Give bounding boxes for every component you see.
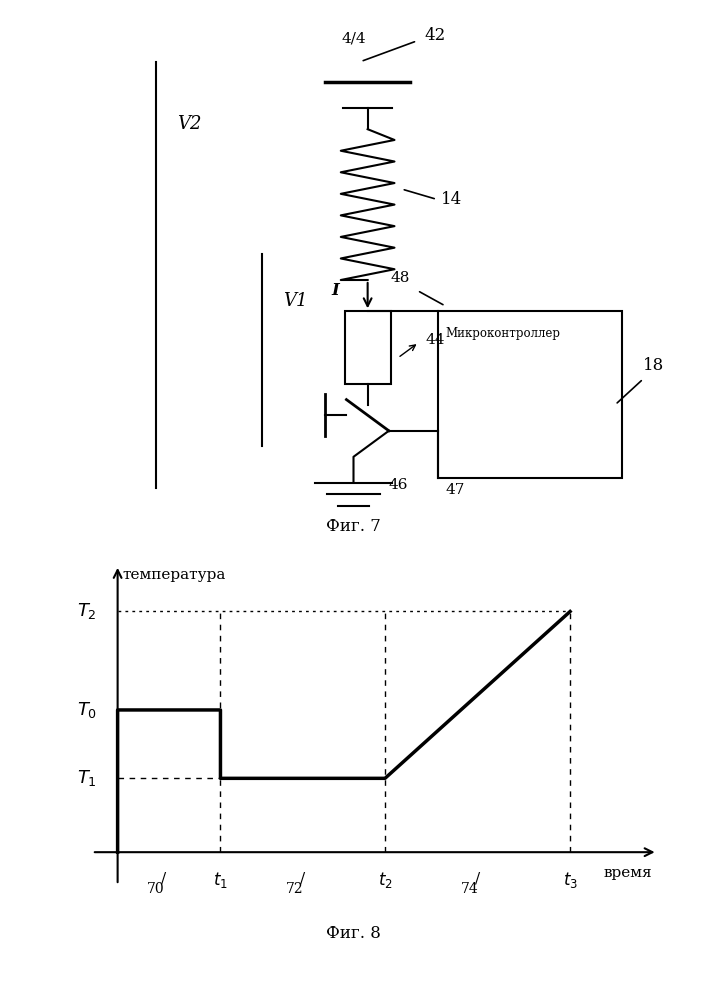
Text: V2: V2 <box>177 115 201 133</box>
Text: 4/4: 4/4 <box>341 32 366 46</box>
Bar <box>438 311 622 478</box>
Text: Фиг. 7: Фиг. 7 <box>326 518 381 535</box>
Text: 44: 44 <box>426 333 445 347</box>
Text: 74: 74 <box>461 882 479 896</box>
Text: 70: 70 <box>147 882 165 896</box>
Text: V1: V1 <box>283 292 308 310</box>
Text: время: время <box>604 866 653 880</box>
Text: 46: 46 <box>389 478 409 492</box>
Text: 47: 47 <box>445 483 464 497</box>
Text: $T_0$: $T_0$ <box>77 700 97 720</box>
Bar <box>345 311 390 384</box>
Text: температура: температура <box>123 568 226 582</box>
Text: /: / <box>300 871 305 885</box>
Text: $t_3$: $t_3$ <box>563 870 578 890</box>
Text: I: I <box>332 282 339 299</box>
Text: $t_1$: $t_1$ <box>213 870 228 890</box>
Text: $T_2$: $T_2$ <box>77 601 97 621</box>
Text: $T_1$: $T_1$ <box>77 768 97 788</box>
Text: 48: 48 <box>391 271 410 285</box>
Text: Микроконтроллер: Микроконтроллер <box>445 327 561 340</box>
Text: 14: 14 <box>440 191 462 208</box>
Text: /: / <box>475 871 480 885</box>
Text: 18: 18 <box>643 357 665 374</box>
Text: Фиг. 8: Фиг. 8 <box>326 925 381 942</box>
Text: $t_2$: $t_2$ <box>378 870 392 890</box>
Text: /: / <box>161 871 166 885</box>
Text: 42: 42 <box>424 27 445 44</box>
Text: 72: 72 <box>286 882 304 896</box>
